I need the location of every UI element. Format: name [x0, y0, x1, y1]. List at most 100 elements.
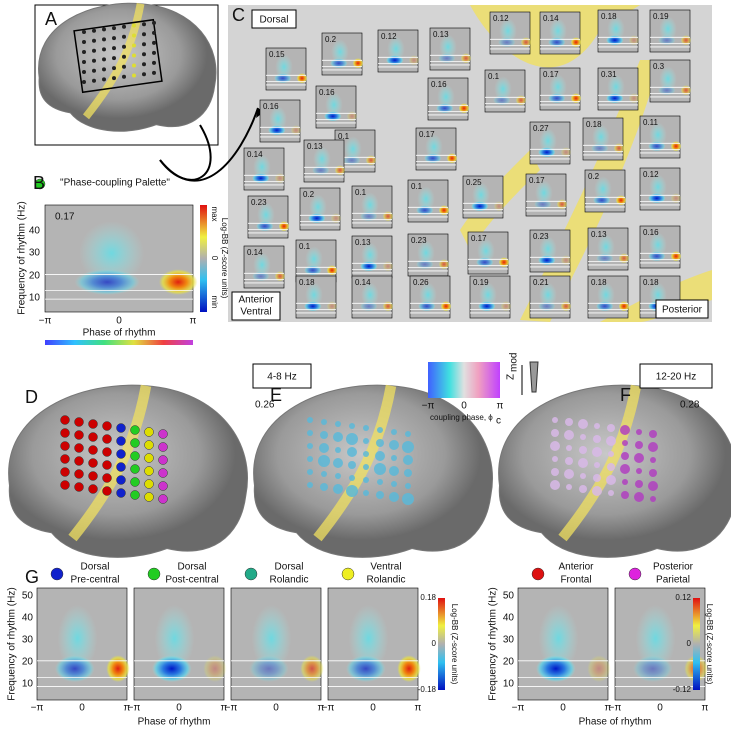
- heatmap-blob: [274, 271, 286, 282]
- heatmap-blob: [534, 199, 552, 210]
- electrode: [634, 492, 644, 502]
- tile-value: 0.16: [431, 80, 447, 89]
- electrode: [307, 417, 313, 423]
- heatmap-blob: [538, 604, 579, 673]
- electrode: [375, 451, 385, 461]
- electrode: [102, 47, 106, 52]
- electrode: [152, 50, 156, 55]
- heatmap-blob: [382, 261, 394, 272]
- colorbar-tick: 0: [210, 256, 219, 261]
- electrode: [122, 54, 126, 59]
- tile-value: 0.16: [643, 228, 659, 237]
- heatmap-blob: [648, 193, 666, 204]
- electrode: [158, 468, 168, 478]
- heatmap-blob: [344, 136, 362, 162]
- label: Frequency of rhythm (Hz): [488, 587, 499, 700]
- heatmap-blob: [300, 655, 324, 683]
- heatmap-blob: [446, 153, 458, 164]
- electrode: [636, 468, 642, 474]
- heatmap-blob: [548, 93, 566, 104]
- y-tick-label: 40: [22, 613, 34, 624]
- electrode: [92, 48, 96, 53]
- heatmap-blob: [587, 655, 611, 683]
- electrode: [594, 462, 600, 468]
- label: Phase of rhythm: [83, 328, 156, 339]
- heatmap-blob: [438, 259, 450, 270]
- tile-value: 0.26: [413, 278, 429, 287]
- heatmap-blob: [670, 251, 682, 262]
- heatmap-blob: [607, 74, 625, 100]
- label: mod: [509, 353, 520, 372]
- electrode: [88, 484, 98, 494]
- heatmap-blob: [352, 58, 364, 69]
- electrode: [620, 464, 630, 474]
- label: Ventral: [370, 562, 401, 573]
- electrode: [102, 434, 112, 444]
- label: Posterior: [662, 305, 703, 316]
- electrode: [608, 490, 614, 496]
- electrode: [142, 32, 146, 37]
- arrow: [159, 124, 212, 181]
- heatmap-blob: [304, 265, 322, 276]
- heatmap-blob: [305, 246, 323, 272]
- electrode: [144, 479, 154, 489]
- tile-value: 0.2: [325, 35, 337, 44]
- heatmap-blob: [649, 122, 667, 148]
- electrode: [130, 490, 140, 500]
- electrode: [649, 430, 657, 438]
- tile-value: 0.18: [601, 12, 617, 21]
- tile-value: 0.14: [247, 150, 263, 159]
- colorbar-tick: 0.12: [675, 593, 691, 602]
- heatmap-blob: [592, 124, 610, 150]
- heatmap-blob: [79, 221, 145, 286]
- electrode: [389, 440, 399, 450]
- tile-value: 0.19: [653, 12, 669, 21]
- label: coupling phase, ϕ: [430, 413, 493, 422]
- tile-value: 0.17: [543, 70, 559, 79]
- y-tick-label: 20: [22, 657, 34, 668]
- tile-value: 0.12: [493, 14, 509, 23]
- electrode: [112, 36, 116, 41]
- label-box: [251, 9, 297, 29]
- heatmap-blob: [478, 301, 496, 312]
- label-box: [231, 291, 281, 321]
- tile-value: 0.31: [601, 70, 617, 79]
- label: Anterior: [558, 562, 594, 573]
- label: 12-20 Hz: [656, 372, 697, 383]
- colorbar-tick: 0: [432, 639, 437, 648]
- heatmap-blob: [408, 55, 420, 66]
- heatmap-blob: [274, 173, 286, 184]
- electrode: [578, 458, 588, 468]
- heatmap-blob: [606, 93, 624, 104]
- brain: [253, 384, 493, 558]
- electrode: [321, 419, 327, 425]
- electrode: [402, 441, 414, 453]
- electrode: [122, 34, 126, 39]
- label: 4-8 Hz: [267, 372, 296, 383]
- label: Pre-central: [71, 575, 120, 586]
- heatmap-blob: [535, 180, 553, 206]
- heatmap-blob: [275, 54, 293, 80]
- electrode: [144, 453, 154, 463]
- marker: [628, 567, 642, 581]
- x-tick-label: π: [702, 703, 709, 714]
- electrode: [116, 475, 126, 485]
- electrode: [102, 37, 106, 42]
- label: Log-BB (Z-score units): [705, 604, 714, 685]
- heatmap-blob: [498, 37, 516, 48]
- electrode: [132, 53, 136, 58]
- heatmap-blob: [203, 655, 227, 683]
- heatmap-blob: [458, 103, 470, 114]
- tile-value: 0.1: [299, 242, 311, 251]
- electrode: [92, 78, 96, 83]
- electrode: [363, 464, 369, 470]
- electrode: [307, 443, 313, 449]
- heatmap-blob: [536, 655, 576, 683]
- x-tick-label: 0: [116, 316, 122, 327]
- electrode: [130, 477, 140, 487]
- electrode: [363, 490, 369, 496]
- electrode: [88, 419, 98, 429]
- electrode: [391, 455, 397, 461]
- heatmap-blob: [615, 195, 627, 206]
- tile-value: 0.11: [643, 118, 659, 127]
